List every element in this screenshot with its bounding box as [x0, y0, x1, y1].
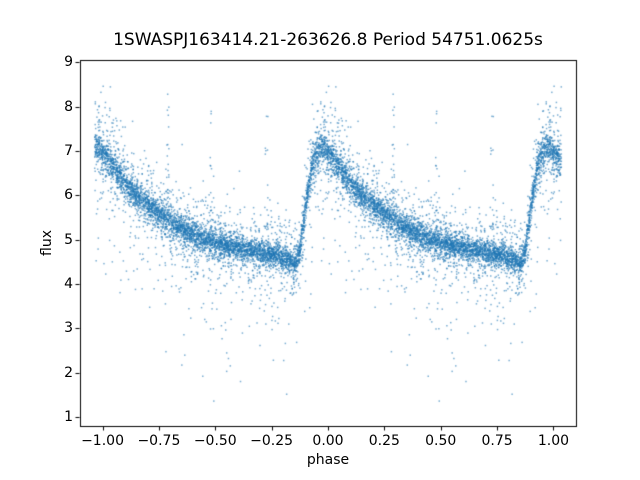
- chart-title: 1SWASPJ163414.21-263626.8 Period 54751.0…: [113, 30, 543, 50]
- x-axis-label: phase: [306, 452, 350, 468]
- y-tick-label: 7: [64, 142, 73, 159]
- y-tick-label: 8: [64, 98, 73, 115]
- x-tick-label: 1.00: [537, 433, 570, 449]
- y-tick-label: 5: [64, 231, 73, 248]
- y-tick-label: 9: [64, 54, 73, 71]
- x-tick-label: −1.00: [81, 433, 124, 449]
- y-tick-label: 6: [64, 187, 73, 204]
- y-tick-label: 4: [64, 276, 73, 293]
- y-tick-label: 2: [64, 364, 73, 381]
- x-tick-label: −0.75: [137, 433, 181, 449]
- y-tick-label: 3: [64, 320, 73, 337]
- y-tick-label: 1: [64, 409, 73, 426]
- x-tick-label: 0.75: [481, 433, 513, 449]
- x-tick-label: 0.50: [425, 433, 457, 449]
- x-tick-label: 0.25: [368, 433, 400, 449]
- x-tick-label: 0.00: [312, 433, 344, 449]
- x-tick-label: −0.25: [250, 433, 294, 449]
- x-tick-label: −0.50: [193, 433, 237, 449]
